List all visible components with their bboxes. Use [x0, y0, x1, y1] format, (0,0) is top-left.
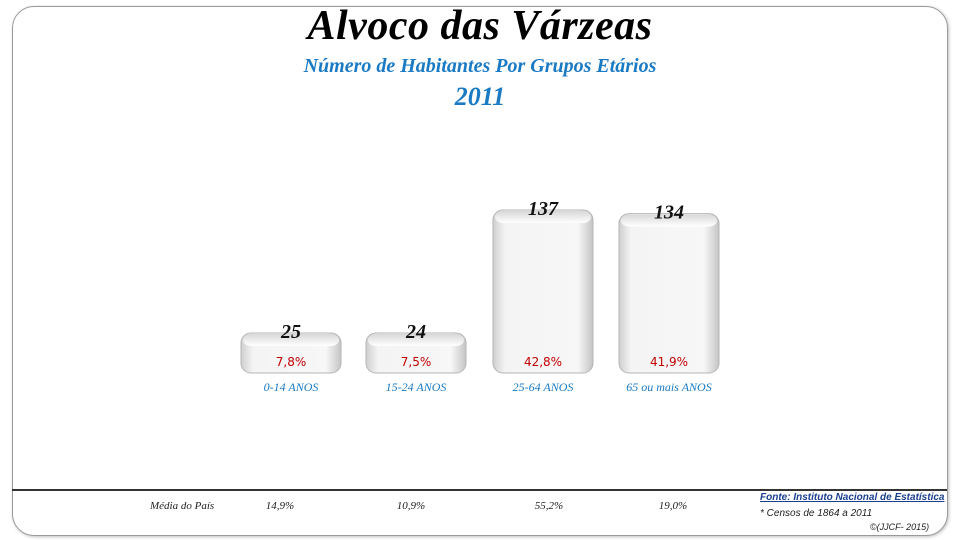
bar-top-highlight-1: [368, 334, 464, 346]
percent-label-3: 41,9%: [650, 355, 688, 369]
category-label-2: 25-64 ANOS: [513, 380, 574, 394]
percent-label-2: 42,8%: [524, 355, 562, 369]
national-average-65-plus: 19,0%: [658, 500, 688, 512]
bar-2: [492, 209, 594, 374]
national-average-0-14: 14,9%: [265, 500, 295, 512]
category-label-3: 65 ou mais ANOS: [626, 380, 711, 394]
national-average-15-24: 10,9%: [396, 500, 426, 512]
value-label-2: 137: [528, 198, 559, 220]
category-label-0: 0-14 ANOS: [264, 380, 319, 394]
national-average-25-64: 55,2%: [534, 500, 564, 512]
national-average-label: Média do País: [150, 500, 215, 512]
source-note: Fonte: Instituto Nacional de Estatística: [760, 492, 945, 503]
footer-divider: [12, 489, 947, 491]
chart-subtitle: Número de Habitantes Por Grupos Etários: [303, 55, 657, 77]
census-note: * Censos de 1864 a 2011: [760, 508, 873, 519]
category-label-1: 15-24 ANOS: [386, 380, 447, 394]
bar-top-highlight-3: [621, 214, 717, 227]
percent-label-1: 7,5%: [401, 355, 432, 369]
bar-3: [618, 213, 720, 374]
chart-year: 2011: [454, 82, 506, 111]
chart-title: Alvoco das Várzeas: [307, 3, 653, 49]
value-label-0: 25: [280, 321, 301, 343]
value-label-1: 24: [405, 321, 426, 343]
bar-top-highlight-2: [495, 211, 591, 223]
value-label-3: 134: [654, 202, 684, 224]
copyright-note: ©(JJCF- 2015): [870, 522, 930, 532]
bar-top-highlight-0: [243, 334, 339, 346]
percent-label-0: 7,8%: [276, 355, 307, 369]
slide-frame: [12, 6, 948, 536]
